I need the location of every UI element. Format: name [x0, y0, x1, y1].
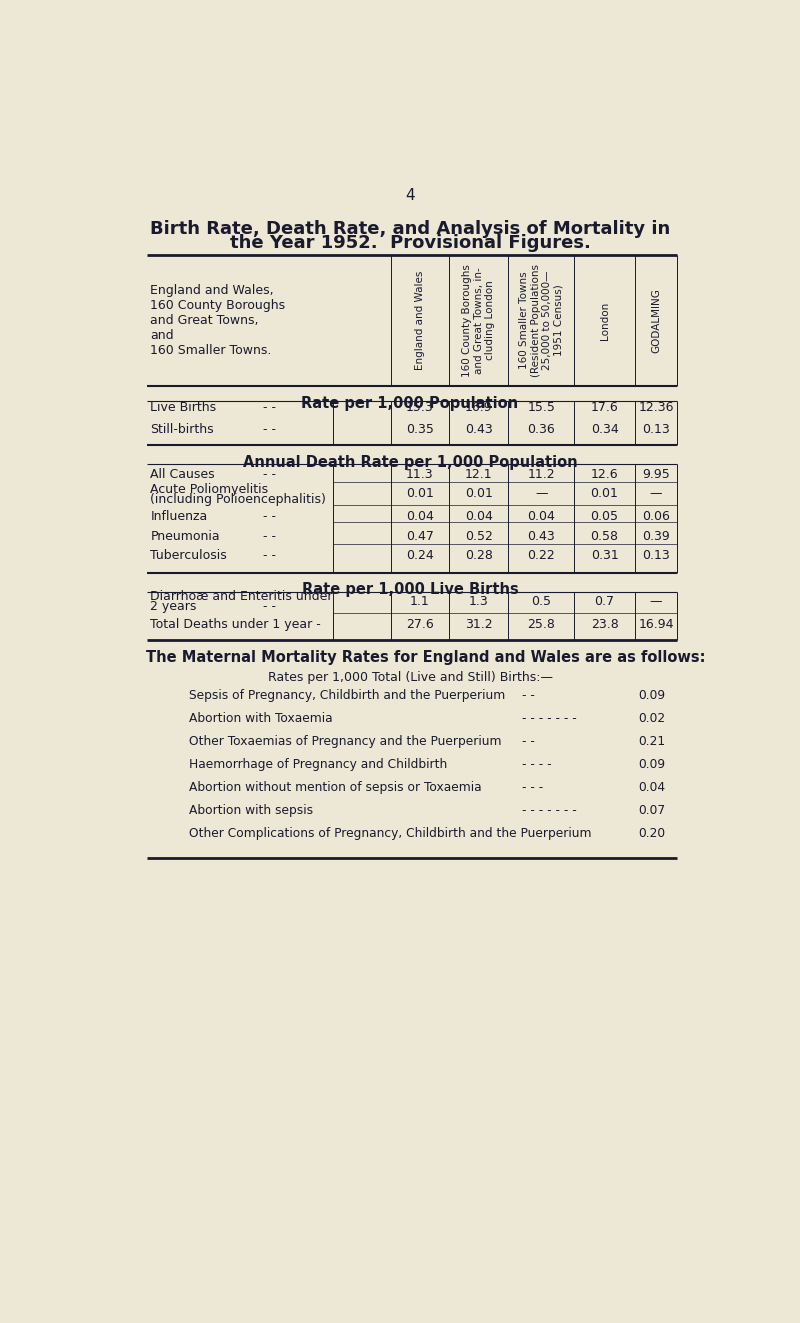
Text: Other Complications of Pregnancy, Childbirth and the Puerperium: Other Complications of Pregnancy, Childb…: [189, 827, 592, 840]
Text: Still-births: Still-births: [150, 422, 214, 435]
Text: Abortion with sepsis: Abortion with sepsis: [189, 804, 314, 818]
Text: 0.06: 0.06: [642, 511, 670, 524]
Text: Annual Death Rate per 1,000 Population: Annual Death Rate per 1,000 Population: [242, 455, 578, 470]
Text: Rates per 1,000 Total (Live and Still) Births:—: Rates per 1,000 Total (Live and Still) B…: [267, 671, 553, 684]
Text: GODALMING: GODALMING: [651, 288, 661, 353]
Text: 12.6: 12.6: [590, 468, 618, 482]
Text: - - -: - - -: [522, 781, 544, 794]
Text: 23.8: 23.8: [590, 618, 618, 631]
Text: (including Polioencephalitis): (including Polioencephalitis): [150, 493, 326, 507]
Text: Haemorrhage of Pregnancy and Childbirth: Haemorrhage of Pregnancy and Childbirth: [189, 758, 447, 771]
Text: 0.13: 0.13: [642, 549, 670, 562]
Text: 15.3: 15.3: [406, 401, 434, 414]
Text: 0.13: 0.13: [642, 422, 670, 435]
Text: The Maternal Mortality Rates for England and Wales are as follows:: The Maternal Mortality Rates for England…: [146, 650, 706, 665]
Text: 0.09: 0.09: [638, 758, 666, 771]
Text: Total Deaths under 1 year -: Total Deaths under 1 year -: [150, 618, 321, 631]
Text: Acute Poliomyelitis: Acute Poliomyelitis: [150, 483, 269, 496]
Text: 11.3: 11.3: [406, 468, 434, 482]
Text: Pneumonia: Pneumonia: [150, 529, 220, 542]
Text: Sepsis of Pregnancy, Childbirth and the Puerperium: Sepsis of Pregnancy, Childbirth and the …: [189, 688, 506, 701]
Text: Birth Rate, Death Rate, and Analysis of Mortality in: Birth Rate, Death Rate, and Analysis of …: [150, 221, 670, 238]
Text: 16.94: 16.94: [638, 618, 674, 631]
Text: 160 County Boroughs
and Great Towns, in-
cluding London: 160 County Boroughs and Great Towns, in-…: [462, 265, 495, 377]
Text: 4: 4: [405, 188, 415, 202]
Text: - -: - -: [262, 511, 276, 524]
Text: 0.43: 0.43: [527, 529, 555, 542]
Text: —: —: [650, 487, 662, 500]
Text: 0.58: 0.58: [590, 529, 618, 542]
Text: - -: - -: [262, 401, 276, 414]
Text: 0.01: 0.01: [406, 487, 434, 500]
Text: Influenza: Influenza: [150, 511, 208, 524]
Text: Abortion with Toxaemia: Abortion with Toxaemia: [189, 712, 333, 725]
Text: London: London: [599, 302, 610, 340]
Text: 27.6: 27.6: [406, 618, 434, 631]
Text: 0.36: 0.36: [527, 422, 555, 435]
Text: 31.2: 31.2: [465, 618, 493, 631]
Text: 0.01: 0.01: [590, 487, 618, 500]
Text: - -: - -: [522, 688, 535, 701]
Text: 0.01: 0.01: [465, 487, 493, 500]
Text: Abortion without mention of sepsis or Toxaemia: Abortion without mention of sepsis or To…: [189, 781, 482, 794]
Text: Rate per 1,000 Live Births: Rate per 1,000 Live Births: [302, 582, 518, 597]
Text: 2 years: 2 years: [150, 601, 197, 614]
Text: 0.28: 0.28: [465, 549, 493, 562]
Text: 0.34: 0.34: [590, 422, 618, 435]
Text: 0.04: 0.04: [465, 511, 493, 524]
Text: 160 Smaller Towns
(Resident Populations
25,000 to 50,000—
1951 Census): 160 Smaller Towns (Resident Populations …: [519, 265, 564, 377]
Text: 17.6: 17.6: [590, 401, 618, 414]
Text: 12.36: 12.36: [638, 401, 674, 414]
Text: 0.02: 0.02: [638, 712, 666, 725]
Text: Tuberculosis: Tuberculosis: [150, 549, 227, 562]
Text: —: —: [650, 595, 662, 609]
Text: 0.47: 0.47: [406, 529, 434, 542]
Text: - - - - - - -: - - - - - - -: [522, 804, 577, 818]
Text: 0.21: 0.21: [638, 734, 666, 747]
Text: Diarrhoæ and Enteritis under: Diarrhoæ and Enteritis under: [150, 590, 333, 603]
Text: 25.8: 25.8: [527, 618, 555, 631]
Text: Live Births: Live Births: [150, 401, 217, 414]
Text: - -: - -: [262, 529, 276, 542]
Text: - -: - -: [262, 549, 276, 562]
Text: 1.3: 1.3: [469, 595, 489, 609]
Text: 0.24: 0.24: [406, 549, 434, 562]
Text: 12.1: 12.1: [465, 468, 493, 482]
Text: 11.2: 11.2: [527, 468, 555, 482]
Text: —: —: [535, 487, 548, 500]
Text: 0.09: 0.09: [638, 688, 666, 701]
Text: - - - - - - -: - - - - - - -: [522, 712, 577, 725]
Text: 0.04: 0.04: [406, 511, 434, 524]
Text: All Causes: All Causes: [150, 468, 215, 482]
Text: 0.05: 0.05: [590, 511, 618, 524]
Text: 1.1: 1.1: [410, 595, 430, 609]
Text: 0.43: 0.43: [465, 422, 493, 435]
Text: - -: - -: [262, 422, 276, 435]
Text: the Year 1952.  Provisional Figures.: the Year 1952. Provisional Figures.: [230, 234, 590, 253]
Text: 0.04: 0.04: [527, 511, 555, 524]
Text: England and Wales: England and Wales: [414, 271, 425, 370]
Text: Rate per 1,000 Population: Rate per 1,000 Population: [302, 396, 518, 411]
Text: 0.52: 0.52: [465, 529, 493, 542]
Text: 0.04: 0.04: [638, 781, 666, 794]
Text: 0.35: 0.35: [406, 422, 434, 435]
Text: - - - -: - - - -: [522, 758, 552, 771]
Text: 0.7: 0.7: [594, 595, 614, 609]
Text: 15.5: 15.5: [527, 401, 555, 414]
Text: Other Toxaemias of Pregnancy and the Puerperium: Other Toxaemias of Pregnancy and the Pue…: [189, 734, 502, 747]
Text: 16.9: 16.9: [465, 401, 493, 414]
Text: 0.07: 0.07: [638, 804, 666, 818]
Text: 0.20: 0.20: [638, 827, 666, 840]
Text: 0.22: 0.22: [527, 549, 555, 562]
Text: 0.39: 0.39: [642, 529, 670, 542]
Text: 0.5: 0.5: [531, 595, 551, 609]
Text: - -: - -: [262, 601, 276, 614]
Text: England and Wales,
160 County Boroughs
and Great Towns,
and
160 Smaller Towns.: England and Wales, 160 County Boroughs a…: [150, 284, 286, 357]
Text: 9.95: 9.95: [642, 468, 670, 482]
Text: - -: - -: [522, 734, 535, 747]
Text: 0.31: 0.31: [590, 549, 618, 562]
Text: - -: - -: [262, 468, 276, 482]
